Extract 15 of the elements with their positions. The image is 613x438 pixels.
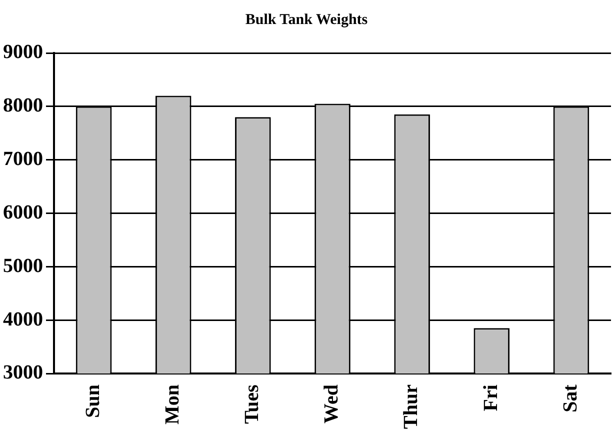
x-tick-label: Wed [320, 384, 343, 424]
y-tick-label: 8000 [3, 94, 43, 117]
y-tick-label: 3000 [3, 362, 43, 384]
x-tick-label: Tues [241, 384, 264, 424]
x-tick-label: Sat [559, 384, 582, 412]
y-tick-label: 7000 [3, 148, 43, 170]
y-tick-label: 6000 [3, 201, 43, 224]
y-tick-label: 4000 [3, 308, 43, 330]
x-tick-label: Fri [480, 384, 502, 412]
x-tick-label: Mon [162, 384, 184, 425]
x-tick-label: Sun [82, 384, 104, 418]
y-tick-label: 9000 [3, 41, 43, 64]
x-tick-label: Thur [400, 384, 422, 430]
chart-title: Bulk Tank Weights [244, 11, 369, 30]
y-tick-label: 5000 [3, 254, 43, 277]
